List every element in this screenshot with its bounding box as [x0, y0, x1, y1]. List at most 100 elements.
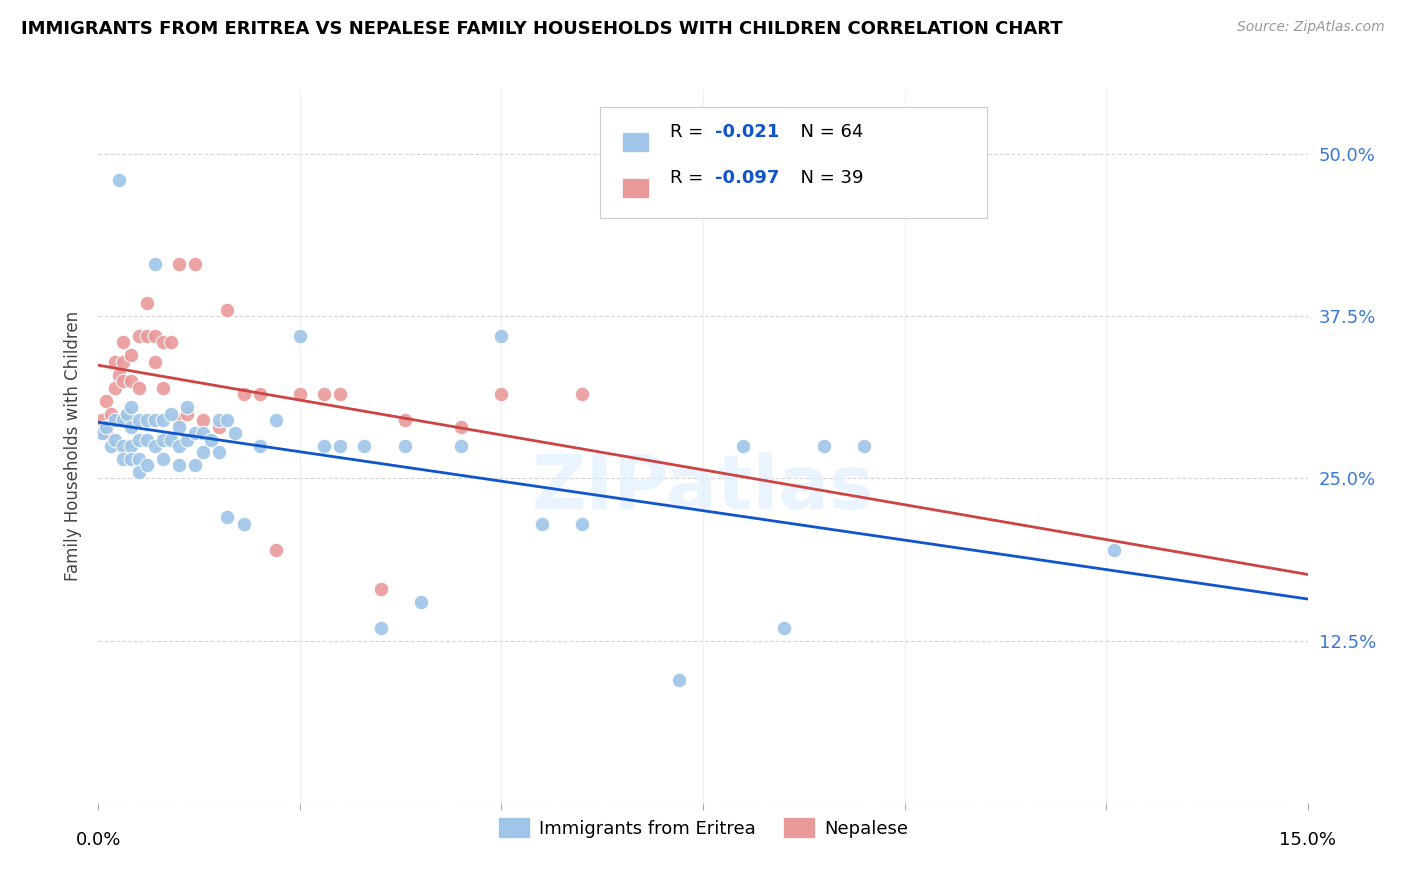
Point [394, 439, 416, 453]
Point [143, 257, 166, 271]
Point [176, 407, 198, 421]
Text: R =: R = [671, 123, 710, 141]
Point [208, 445, 231, 459]
Point [143, 439, 166, 453]
Point [128, 413, 150, 427]
Point [152, 381, 174, 395]
Point [96, 425, 118, 440]
Point [167, 257, 190, 271]
Point [571, 387, 593, 401]
FancyBboxPatch shape [621, 178, 648, 198]
Point [193, 445, 215, 459]
Point [264, 413, 287, 427]
Point [394, 413, 416, 427]
Text: IMMIGRANTS FROM ERITREA VS NEPALESE FAMILY HOUSEHOLDS WITH CHILDREN CORRELATION : IMMIGRANTS FROM ERITREA VS NEPALESE FAMI… [21, 20, 1063, 37]
Point [103, 413, 125, 427]
Point [128, 465, 150, 479]
Point [160, 335, 183, 350]
Point [135, 458, 157, 473]
Point [120, 439, 142, 453]
Point [120, 374, 142, 388]
Text: 0.0%: 0.0% [76, 831, 121, 849]
Point [143, 328, 166, 343]
Point [100, 439, 122, 453]
Point [167, 458, 190, 473]
Point [176, 433, 198, 447]
Point [135, 413, 157, 427]
Point [152, 413, 174, 427]
Point [813, 439, 835, 453]
Point [208, 419, 231, 434]
Point [111, 335, 134, 350]
Point [128, 452, 150, 467]
Point [103, 433, 125, 447]
Point [100, 407, 122, 421]
Point [167, 439, 190, 453]
Point [128, 433, 150, 447]
Y-axis label: Family Households with Children: Family Households with Children [65, 311, 83, 581]
Point [232, 387, 254, 401]
Point [143, 354, 166, 368]
Point [217, 302, 239, 317]
Point [491, 328, 513, 343]
Point [103, 381, 125, 395]
Point [120, 452, 142, 467]
Point [160, 433, 183, 447]
Point [111, 439, 134, 453]
Point [135, 296, 157, 310]
Point [143, 413, 166, 427]
Point [370, 582, 392, 596]
Point [135, 328, 157, 343]
Point [450, 419, 472, 434]
Point [107, 173, 129, 187]
Point [184, 425, 207, 440]
Point [152, 452, 174, 467]
Point [571, 516, 593, 531]
Point [329, 387, 352, 401]
FancyBboxPatch shape [600, 107, 987, 218]
Point [111, 374, 134, 388]
Text: ZIPatlas: ZIPatlas [531, 452, 875, 525]
Point [772, 621, 794, 635]
Point [530, 516, 553, 531]
Point [329, 439, 352, 453]
Point [264, 542, 287, 557]
Point [167, 419, 190, 434]
Point [120, 400, 142, 414]
Point [135, 433, 157, 447]
FancyBboxPatch shape [621, 132, 648, 152]
Point [91, 413, 114, 427]
Point [370, 621, 392, 635]
Point [96, 393, 118, 408]
Point [249, 439, 271, 453]
Point [120, 348, 142, 362]
Point [217, 510, 239, 524]
Point [733, 439, 755, 453]
Text: N = 64: N = 64 [789, 123, 863, 141]
Point [160, 407, 183, 421]
Point [668, 673, 690, 687]
Text: R =: R = [671, 169, 710, 187]
Point [208, 413, 231, 427]
Point [115, 407, 138, 421]
Point [193, 425, 215, 440]
Point [184, 257, 207, 271]
Text: N = 39: N = 39 [789, 169, 863, 187]
Point [91, 425, 114, 440]
Point [232, 516, 254, 531]
Point [111, 413, 134, 427]
Point [96, 419, 118, 434]
Point [176, 400, 198, 414]
Point [409, 595, 432, 609]
Point [152, 335, 174, 350]
Point [314, 439, 336, 453]
Point [111, 354, 134, 368]
Legend: Immigrants from Eritrea, Nepalese: Immigrants from Eritrea, Nepalese [491, 810, 915, 845]
Point [184, 458, 207, 473]
Point [107, 368, 129, 382]
Point [288, 387, 311, 401]
Point [120, 419, 142, 434]
Point [450, 439, 472, 453]
Point [353, 439, 375, 453]
Text: Source: ZipAtlas.com: Source: ZipAtlas.com [1237, 20, 1385, 34]
